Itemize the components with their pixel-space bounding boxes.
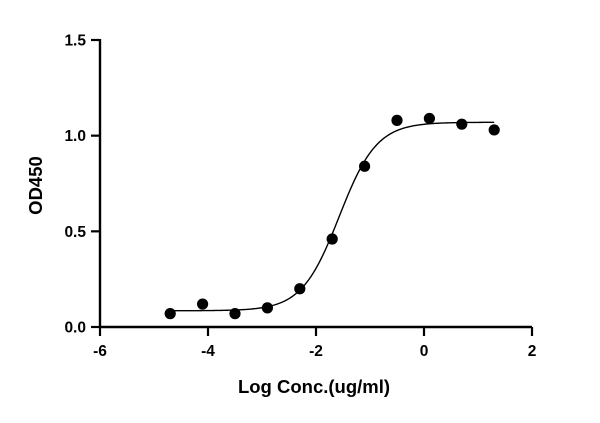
x-tick-label: -4 <box>201 343 215 360</box>
data-point <box>391 114 403 126</box>
y-tick-label: 1.0 <box>64 128 86 145</box>
data-point <box>197 298 209 310</box>
x-tick-label: -6 <box>93 343 107 360</box>
data-point <box>423 112 435 125</box>
axes <box>98 39 532 329</box>
data-point <box>488 124 500 136</box>
x-tick-label: -2 <box>309 343 323 360</box>
y-tick-label: 0.0 <box>64 320 86 337</box>
fit-curve <box>170 121 495 312</box>
ticks: -6 -4 -2 0 2 0.0 0.5 1.0 1.5 <box>64 33 536 361</box>
x-axis-title: Log Conc.(ug/ml) <box>238 376 390 397</box>
x-tick-label: 0 <box>420 343 429 360</box>
y-axis-title: OD450 <box>25 156 46 215</box>
data-point <box>456 118 468 130</box>
data-point <box>164 308 176 320</box>
y-tick-label: 1.5 <box>64 33 86 50</box>
fit-curve-layer <box>170 121 495 312</box>
data-point <box>229 308 241 320</box>
x-tick-label: 2 <box>528 343 537 360</box>
y-tick-label: 0.5 <box>64 224 86 241</box>
data-point <box>359 160 371 172</box>
data-point <box>261 302 273 314</box>
data-point <box>326 233 338 245</box>
data-points-layer <box>164 112 500 320</box>
data-point <box>294 283 306 295</box>
